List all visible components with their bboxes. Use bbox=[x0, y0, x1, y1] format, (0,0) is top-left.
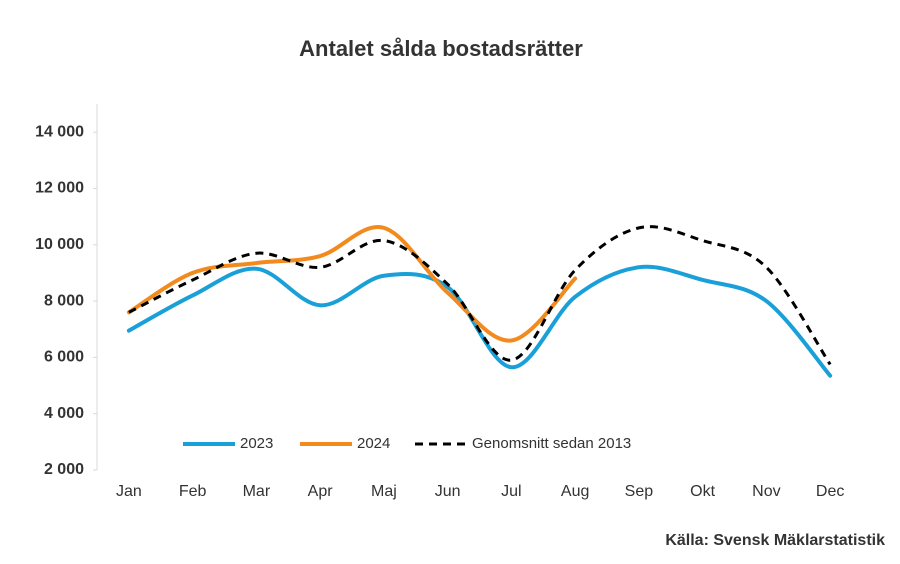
x-tick-label: Apr bbox=[308, 483, 334, 500]
x-tick-label: Aug bbox=[561, 483, 589, 500]
y-tick-label: 2 000 bbox=[44, 461, 84, 478]
series-line bbox=[126, 264, 833, 378]
y-tick-label: 12 000 bbox=[35, 180, 84, 197]
x-tick-label: Maj bbox=[371, 483, 397, 500]
legend-label: 2023 bbox=[240, 435, 273, 452]
x-tick-label: Okt bbox=[690, 483, 715, 500]
x-tick-label: Feb bbox=[179, 483, 207, 500]
series-line bbox=[126, 225, 578, 343]
legend-label: 2024 bbox=[357, 435, 390, 452]
y-tick-label: 6 000 bbox=[44, 349, 84, 366]
source-note: Källa: Svensk Mäklarstatistik bbox=[665, 532, 885, 549]
x-tick-label: Dec bbox=[816, 483, 844, 500]
x-tick-label: Jul bbox=[501, 483, 521, 500]
x-tick-label: Sep bbox=[625, 483, 654, 500]
x-tick-label: Jan bbox=[116, 483, 142, 500]
y-tick-label: 10 000 bbox=[35, 236, 84, 253]
y-tick-label: 4 000 bbox=[44, 405, 84, 422]
series-line bbox=[128, 225, 832, 366]
legend-label: Genomsnitt sedan 2013 bbox=[472, 435, 631, 452]
y-tick-label: 14 000 bbox=[35, 123, 84, 140]
x-tick-label: Jun bbox=[435, 483, 461, 500]
x-tick-label: Nov bbox=[752, 483, 780, 500]
x-tick-label: Mar bbox=[243, 483, 271, 500]
y-tick-label: 8 000 bbox=[44, 292, 84, 309]
chart-title: Antalet sålda bostadsrätter bbox=[299, 36, 583, 61]
